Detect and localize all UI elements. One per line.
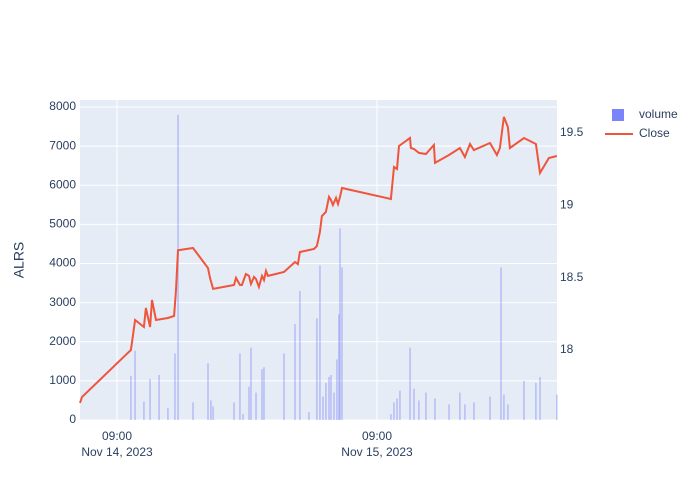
marks bbox=[79, 114, 558, 420]
volume-bar bbox=[174, 353, 176, 420]
volume-bar bbox=[242, 414, 244, 420]
legend-label: volume bbox=[639, 107, 678, 121]
volume-bar bbox=[212, 406, 214, 420]
y-tick-label: 7000 bbox=[49, 138, 76, 152]
volume-bar bbox=[489, 396, 491, 420]
grid bbox=[80, 100, 557, 421]
volume-bar bbox=[333, 392, 335, 420]
volume-bar bbox=[319, 265, 321, 420]
volume-bar bbox=[448, 404, 450, 420]
volume-bar bbox=[425, 392, 427, 420]
volume-bar bbox=[434, 398, 436, 420]
volume-bar bbox=[192, 402, 194, 420]
volume-bar bbox=[167, 408, 169, 420]
legend-swatch bbox=[612, 109, 624, 121]
legend-label: Close bbox=[639, 126, 670, 140]
volume-bar bbox=[210, 400, 212, 420]
volume-bar bbox=[523, 380, 525, 420]
volume-bar bbox=[149, 378, 151, 420]
volume-bar bbox=[500, 267, 502, 420]
volume-bar bbox=[134, 350, 136, 420]
volume-bar bbox=[556, 394, 558, 420]
y-tick-label: 6000 bbox=[49, 177, 76, 191]
volume-bar bbox=[503, 394, 505, 420]
volume-bar bbox=[239, 353, 241, 420]
volume-bar bbox=[418, 400, 420, 420]
volume-bar bbox=[539, 376, 541, 420]
y2-tick-label: 18 bbox=[560, 342, 574, 356]
volume-bar bbox=[130, 375, 132, 420]
y-axis-title: ALRS bbox=[11, 242, 27, 279]
volume-bar bbox=[299, 290, 301, 420]
volume-bar bbox=[409, 347, 411, 420]
volume-bar bbox=[283, 353, 285, 420]
y-tick-label: 1000 bbox=[49, 373, 76, 387]
volume-bar bbox=[459, 392, 461, 420]
volume-bar bbox=[399, 390, 401, 420]
y-tick-label: 3000 bbox=[49, 295, 76, 309]
volume-bar bbox=[535, 382, 537, 420]
volume-bar bbox=[207, 363, 209, 420]
y2-tick-label: 19 bbox=[560, 197, 574, 211]
volume-bar bbox=[336, 359, 338, 420]
y-tick-label: 2000 bbox=[49, 334, 76, 348]
volume-bar bbox=[316, 318, 318, 420]
y-tick-label: 8000 bbox=[49, 99, 76, 113]
volume-bar bbox=[338, 314, 340, 420]
volume-bar bbox=[294, 324, 296, 420]
volume-bar bbox=[261, 369, 263, 420]
y-tick-label: 5000 bbox=[49, 217, 76, 231]
y-tick-label: 0 bbox=[69, 412, 76, 426]
volume-bar bbox=[341, 267, 343, 420]
volume-bar bbox=[255, 392, 257, 420]
volume-bar bbox=[473, 402, 475, 420]
volume-bar bbox=[233, 402, 235, 420]
volume-bar bbox=[263, 367, 265, 420]
y-tick-label: 4000 bbox=[49, 256, 76, 270]
volume-bar bbox=[325, 382, 327, 420]
volume-bar bbox=[308, 412, 310, 420]
volume-bar bbox=[330, 375, 332, 420]
close-line bbox=[79, 116, 558, 404]
volume-bar bbox=[413, 388, 415, 420]
x-tick-label: 09:00 Nov 15, 2023 bbox=[341, 429, 413, 459]
volume-bar bbox=[250, 347, 252, 420]
volume-bar bbox=[390, 414, 392, 420]
volume-bar bbox=[339, 228, 341, 420]
volume-bar bbox=[464, 404, 466, 420]
volume-bar bbox=[143, 401, 145, 420]
volume-bar bbox=[393, 402, 395, 420]
volume-bar bbox=[328, 376, 330, 420]
y2-tick-label: 18.5 bbox=[560, 270, 584, 284]
volume-bar bbox=[158, 375, 160, 420]
plot-area bbox=[80, 100, 557, 420]
volume-bar bbox=[396, 398, 398, 420]
volume-bar bbox=[248, 386, 250, 420]
volume-bar bbox=[507, 404, 509, 420]
x-tick-label: 09:00 Nov 14, 2023 bbox=[81, 429, 153, 459]
y2-tick-label: 19.5 bbox=[560, 125, 584, 139]
volume-bar bbox=[322, 396, 324, 420]
